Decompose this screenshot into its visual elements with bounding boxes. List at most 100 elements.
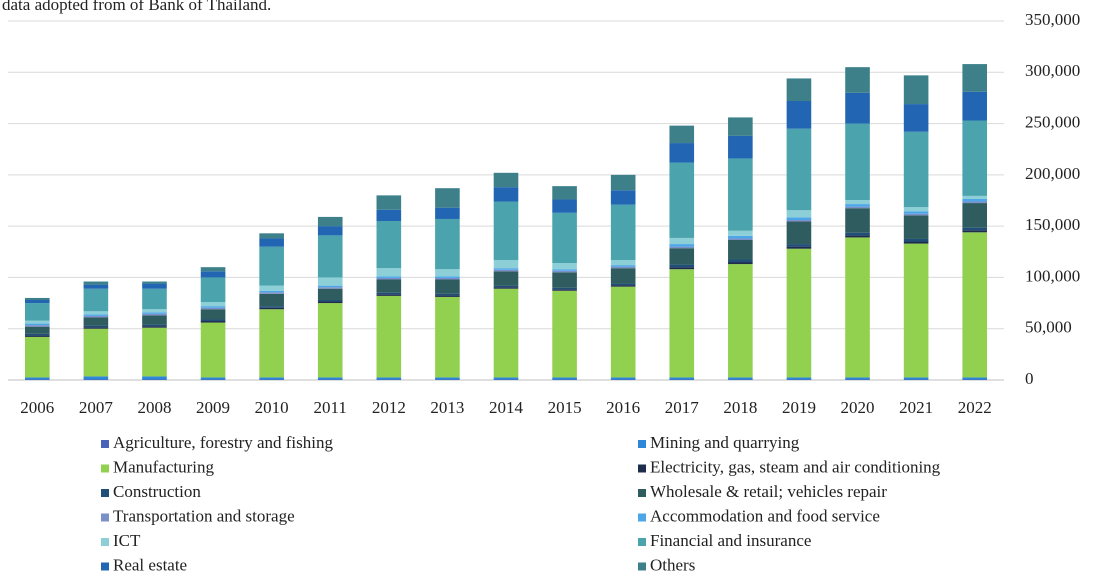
bar-segment (493, 379, 519, 380)
bar-segment (669, 162, 695, 238)
bar-segment (83, 317, 109, 326)
x-tick-label: 2021 (899, 398, 933, 417)
bar-segment (142, 327, 167, 377)
bar-segment (24, 336, 50, 378)
bar-segment (610, 377, 636, 380)
bar-segment (728, 239, 753, 260)
bar-segment (142, 379, 167, 380)
bar-segment (435, 218, 460, 270)
bar-segment (200, 319, 226, 322)
bar-segment (435, 377, 460, 380)
bar-segment (83, 327, 109, 329)
bar-segment (669, 244, 695, 247)
bar-segment (200, 379, 226, 380)
bar-segment (903, 75, 929, 105)
bar-segment (903, 241, 929, 244)
bar-segment (610, 265, 636, 267)
bar-segment (552, 212, 577, 264)
bar-segment (83, 328, 109, 377)
bar-segment (552, 289, 577, 291)
bar-segment (728, 238, 753, 240)
bar-segment (376, 268, 402, 277)
bar-segment (317, 303, 343, 378)
legend-swatch (638, 538, 646, 546)
bar-segment (200, 377, 226, 380)
x-tick-label: 2012 (372, 398, 406, 417)
bar-segment (142, 312, 167, 314)
bar-segment (259, 238, 284, 247)
bar-segment (669, 269, 695, 378)
bar-segment (552, 186, 577, 200)
bar-segment (376, 295, 402, 378)
bar-segment (610, 204, 636, 260)
bar-segment (786, 377, 812, 380)
bar-segment (610, 268, 636, 284)
bar-segment (317, 277, 343, 286)
bar-segment (24, 323, 50, 326)
legend-label: Wholesale & retail; vehicles repair (650, 482, 887, 501)
bar-segment (259, 293, 284, 307)
bar-segment (376, 277, 402, 280)
bar-segment (786, 217, 812, 220)
bar-segment (669, 377, 695, 380)
bar-segment (435, 207, 460, 219)
legend-swatch (638, 464, 646, 473)
bar-segment (259, 233, 284, 239)
bar-segment (728, 379, 753, 380)
bar-segment (83, 325, 109, 328)
bar-segment (200, 307, 226, 310)
bar-segment (435, 295, 460, 297)
bar-segment (728, 135, 753, 159)
bar-segment (435, 296, 460, 378)
bar-segment (552, 270, 577, 273)
y-tick-label: 50,000 (1025, 318, 1072, 337)
bar-segment (669, 264, 695, 268)
bar-segment (493, 269, 519, 272)
bar-segment (317, 287, 343, 289)
bar-segment (259, 307, 284, 310)
x-tick-label: 2008 (137, 398, 171, 417)
bar-segment (845, 206, 870, 209)
bar-segment (845, 204, 870, 207)
bar-segment (24, 326, 50, 334)
bar-segment (962, 91, 988, 121)
bar-segment (786, 210, 812, 218)
bar-segment (24, 303, 50, 321)
bar-segment (83, 311, 109, 315)
x-tick-label: 2006 (20, 398, 54, 417)
bar-segment (669, 237, 695, 245)
bar-segment (435, 269, 460, 277)
bar-segment (259, 379, 284, 380)
bar-segment (493, 285, 519, 288)
bar-segment (200, 302, 226, 307)
x-tick-label: 2016 (606, 398, 640, 417)
bar-segment (610, 283, 636, 286)
bar-segment (786, 221, 812, 245)
bar-segment (317, 216, 343, 227)
bar-segment (317, 377, 343, 380)
y-tick-label: 100,000 (1025, 266, 1080, 285)
bar-segment (200, 277, 226, 303)
legend-label: ICT (113, 531, 141, 550)
bar-segment (493, 201, 519, 260)
bar-segment (83, 288, 109, 312)
bar-segment (376, 221, 402, 269)
bar-segment (552, 199, 577, 213)
bar-segment (493, 377, 519, 380)
bar-segment (610, 285, 636, 287)
bar-segment (786, 379, 812, 380)
bar-segment (962, 377, 988, 380)
bar-segment (493, 187, 519, 202)
bar-segment (317, 226, 343, 236)
bar-segment (845, 235, 870, 238)
bar-segment (903, 215, 929, 239)
y-tick-label: 300,000 (1025, 61, 1080, 80)
bar-segment (259, 285, 284, 291)
bar-segment (317, 288, 343, 300)
bar-segment (610, 286, 636, 378)
bar-segment (83, 315, 109, 318)
bar-segment (728, 235, 753, 239)
bar-segment (962, 203, 988, 228)
x-tick-label: 2015 (548, 398, 582, 417)
